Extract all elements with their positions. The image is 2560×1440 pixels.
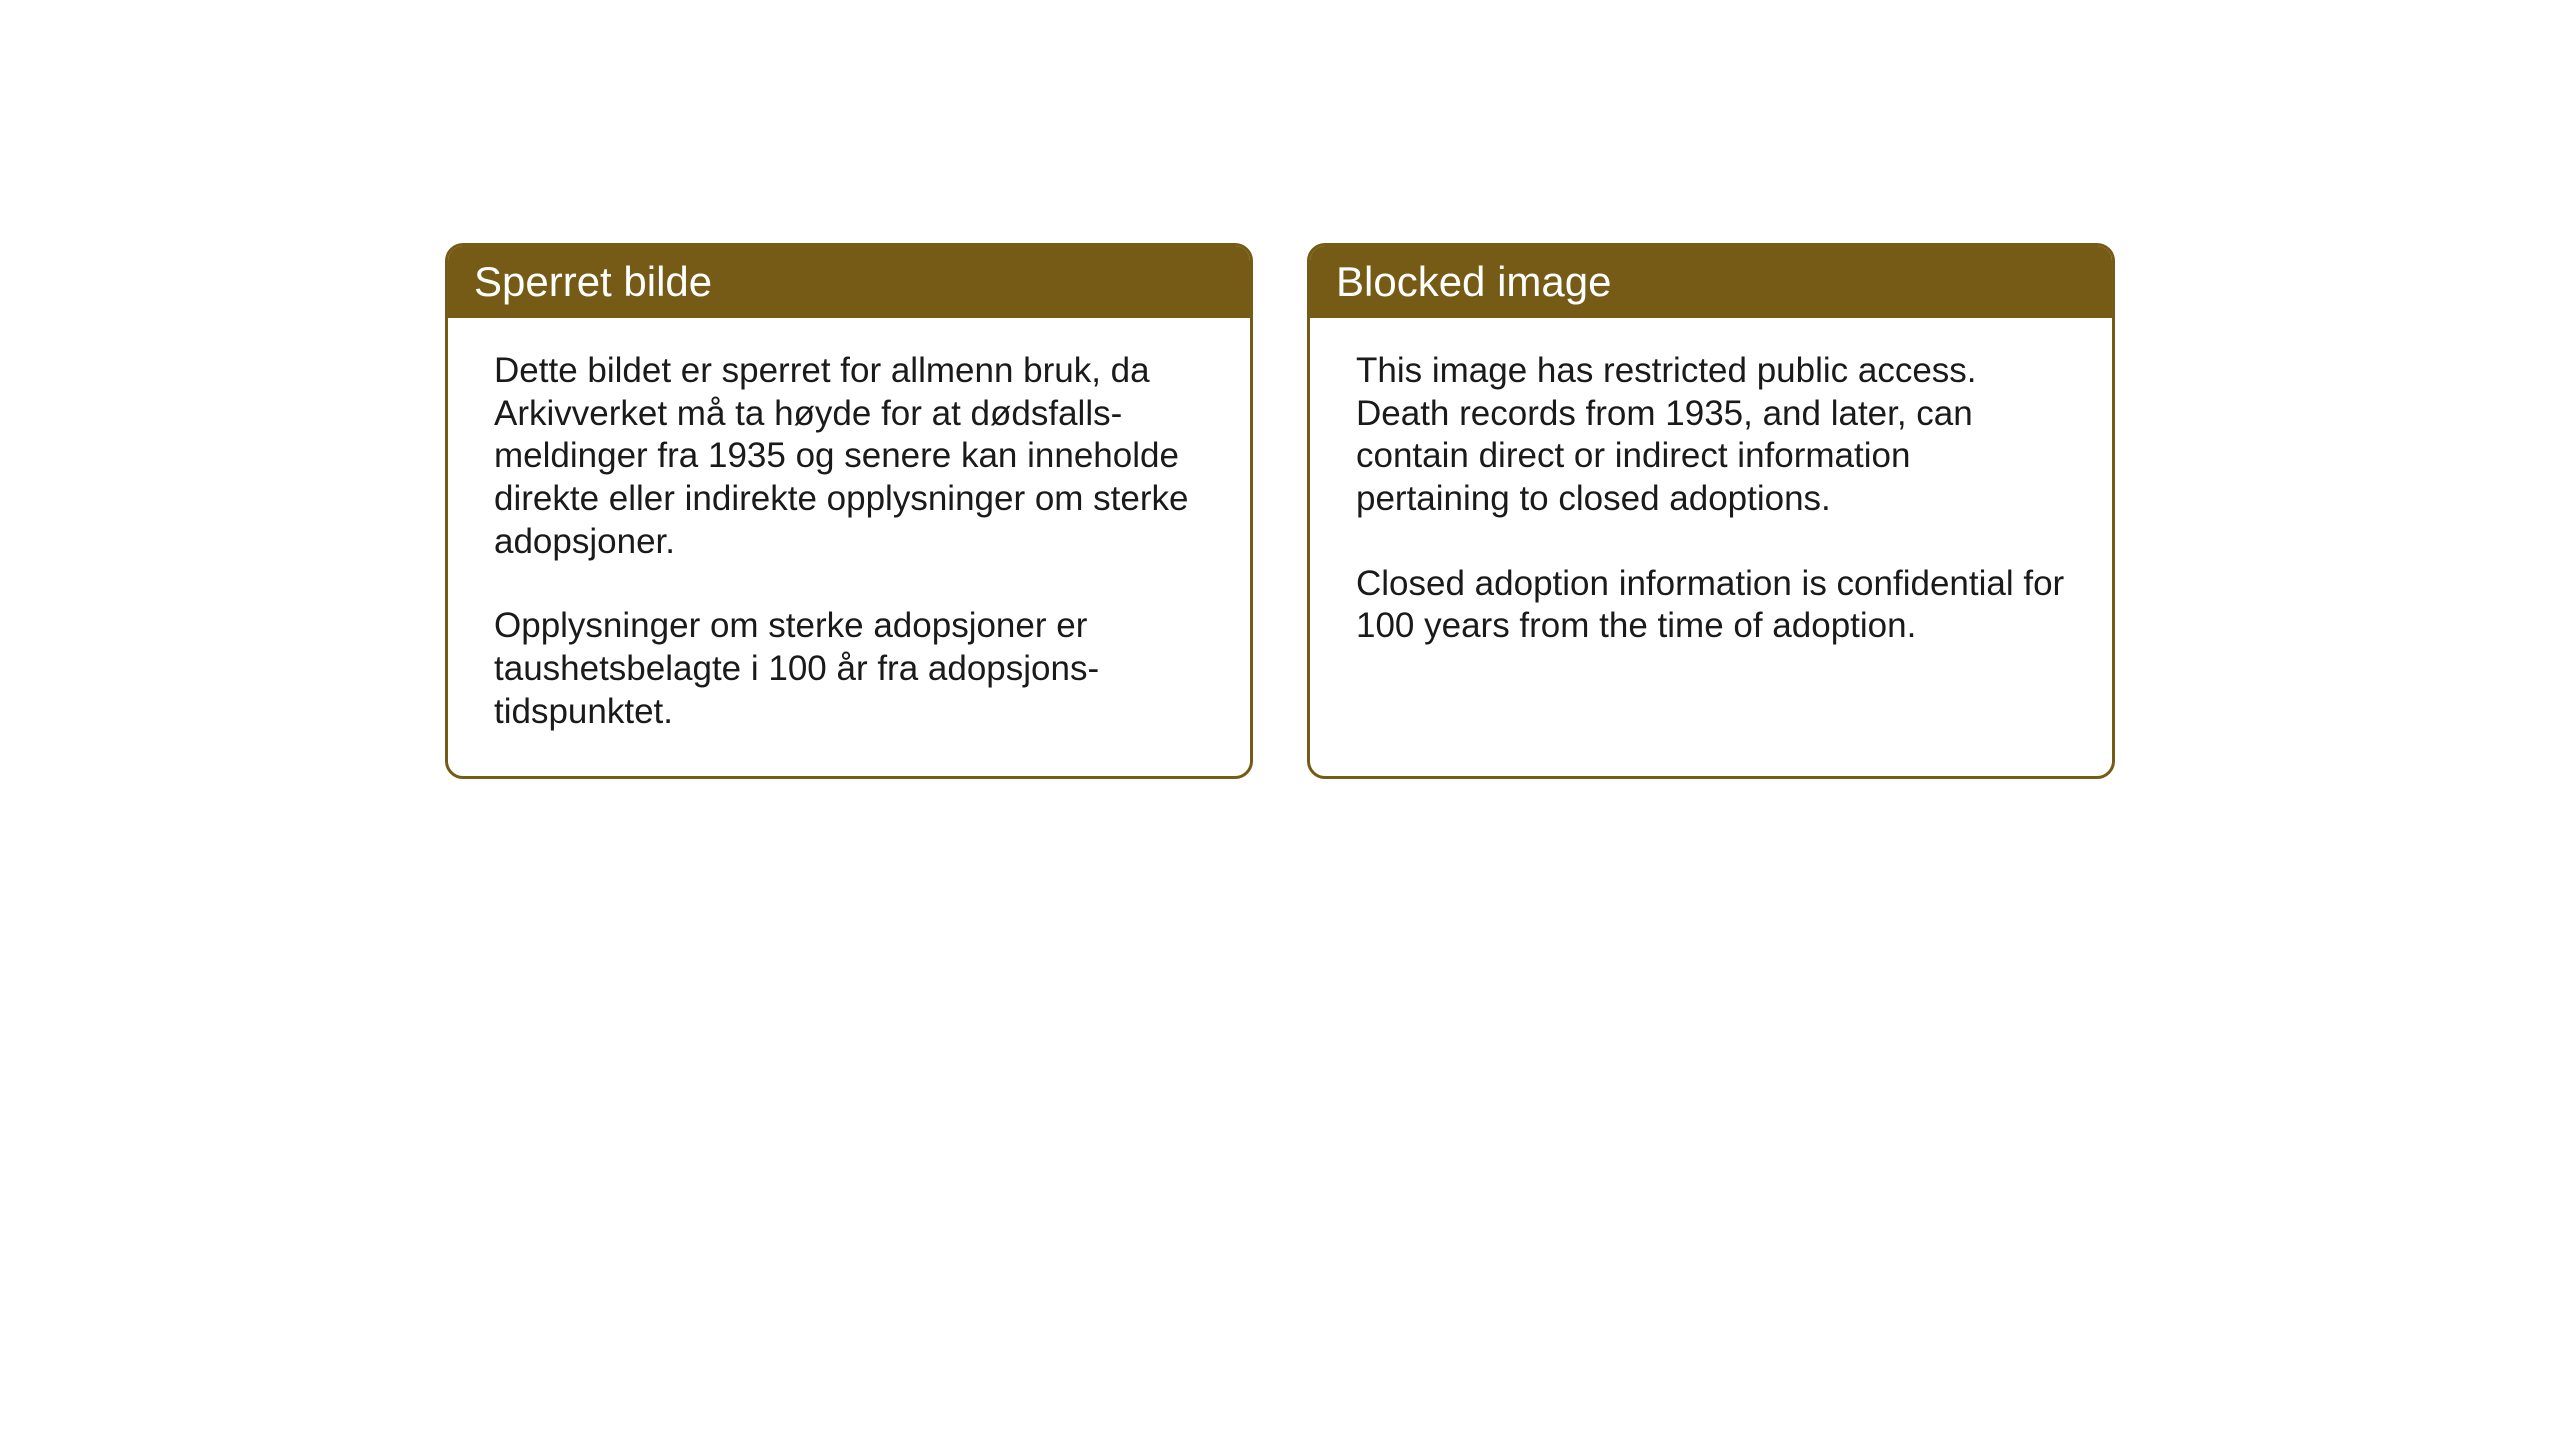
card-header-norwegian: Sperret bilde (448, 246, 1250, 318)
card-body-norwegian: Dette bildet er sperret for allmenn bruk… (448, 318, 1250, 776)
card-paragraph-1-english: This image has restricted public access.… (1356, 350, 2066, 521)
card-header-english: Blocked image (1310, 246, 2112, 318)
card-title-english: Blocked image (1336, 258, 1611, 305)
card-title-norwegian: Sperret bilde (474, 258, 712, 305)
card-english: Blocked image This image has restricted … (1307, 243, 2115, 779)
card-paragraph-1-norwegian: Dette bildet er sperret for allmenn bruk… (494, 350, 1204, 563)
card-norwegian: Sperret bilde Dette bildet er sperret fo… (445, 243, 1253, 779)
card-paragraph-2-english: Closed adoption information is confident… (1356, 563, 2066, 648)
cards-container: Sperret bilde Dette bildet er sperret fo… (445, 243, 2115, 779)
card-paragraph-2-norwegian: Opplysninger om sterke adopsjoner er tau… (494, 605, 1204, 733)
card-body-english: This image has restricted public access.… (1310, 318, 2112, 690)
